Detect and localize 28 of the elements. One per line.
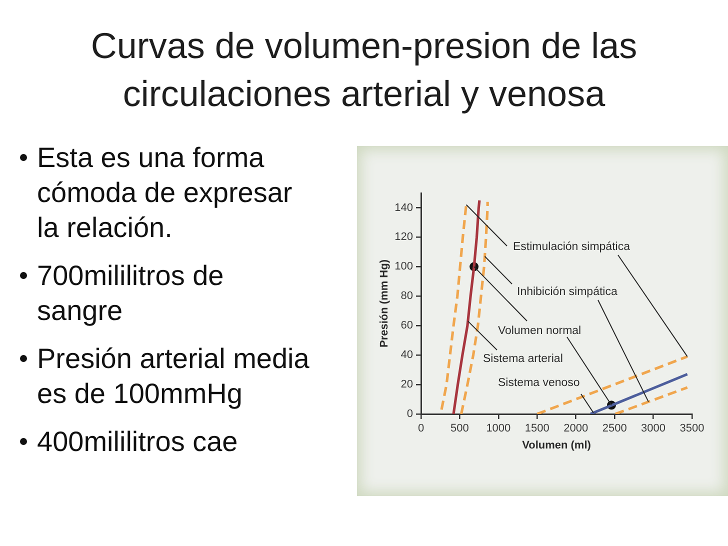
x-tick-label: 1000	[486, 422, 511, 435]
y-tick-label: 40	[400, 349, 413, 362]
text: Presión arterial media es de 100mmHg	[37, 343, 310, 409]
series-label: Sistema arterial	[483, 353, 563, 366]
x-axis-title: Volumen (ml)	[522, 439, 592, 452]
y-axis-title: Presión (mm Hg)	[378, 259, 391, 348]
y-tick-label: 120	[394, 231, 413, 244]
text: Estimulación simpática	[513, 241, 631, 254]
x-tick-label: 1500	[524, 422, 550, 435]
y-tick-label: 0	[406, 408, 413, 420]
y-tick-label: 100	[394, 260, 413, 273]
text: Inhibición simpática	[517, 286, 618, 298]
x-tick-label: 2000	[564, 422, 588, 435]
text: Volumen normal	[498, 325, 582, 338]
y-tick-label: 140	[394, 202, 413, 214]
text: 700mililitros de sangre	[37, 260, 224, 326]
x-tick-label: 2500	[602, 422, 627, 435]
text: Esta es una forma cómoda de expresar la relación.	[37, 142, 292, 243]
text: Sistema venoso	[498, 377, 580, 390]
y-tick-label: 20	[400, 378, 413, 391]
text: 400mililitros cae	[37, 426, 238, 457]
x-tick-label: 500	[450, 422, 469, 435]
x-tick-label: 3000	[641, 422, 666, 435]
y-tick-label: 60	[400, 320, 413, 332]
y-tick-label: 80	[400, 290, 413, 302]
chart-title: Curvas de volumen-presion de las circulaciones arterial y venosa	[90, 24, 638, 116]
x-tick-label: 3500	[680, 422, 704, 435]
x-tick-label: 0	[418, 422, 424, 435]
